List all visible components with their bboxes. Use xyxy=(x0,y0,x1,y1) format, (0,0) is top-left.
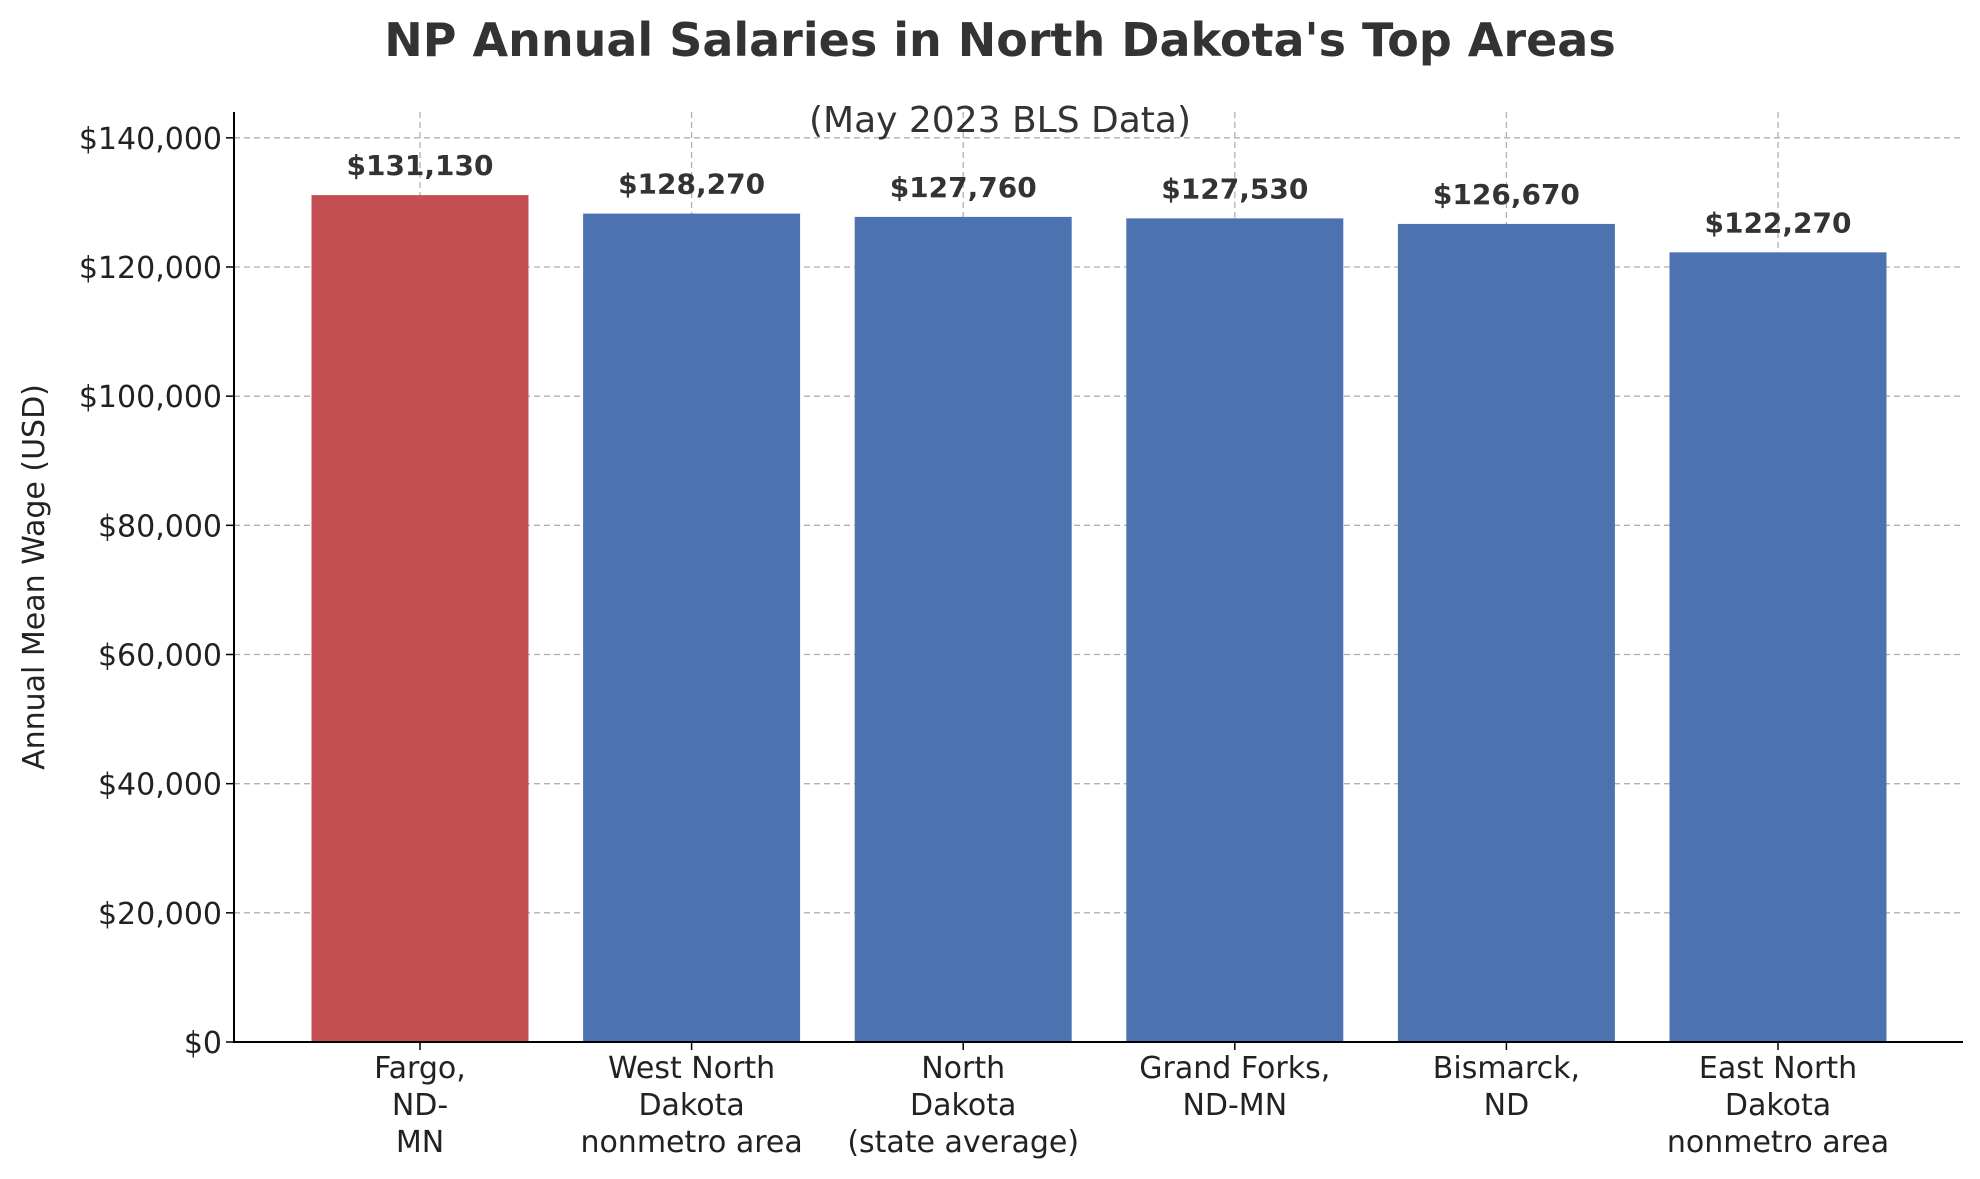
x-tick-label-line: nonmetro area xyxy=(1667,1125,1889,1160)
y-tick-label: $60,000 xyxy=(98,639,222,674)
x-tick-label-line: West North xyxy=(608,1051,775,1086)
y-tick-label: $20,000 xyxy=(98,897,222,932)
x-tick-label-line: Fargo, xyxy=(374,1051,466,1086)
x-tick-label-5: East North Dakota nonmetro area xyxy=(1667,1051,1889,1160)
y-axis-ticks: $0 $20,000 $40,000 $60,000 $80,000 $100,000 $1… xyxy=(79,122,234,1061)
data-label-1: $128,270 xyxy=(618,168,765,201)
x-tick-label-4: Bismarck, ND xyxy=(1433,1051,1580,1123)
x-tick-label-line: Dakota xyxy=(1725,1088,1831,1123)
y-tick-label: $120,000 xyxy=(79,251,222,286)
bar-2 xyxy=(854,216,1072,1043)
x-tick-label-line: (state average) xyxy=(847,1125,1079,1160)
x-tick-label-2: North Dakota (state average) xyxy=(847,1051,1079,1160)
x-tick-label-line: Bismarck, xyxy=(1433,1051,1580,1086)
x-tick-label-1: West North Dakota nonmetro area xyxy=(580,1051,802,1160)
bar-3 xyxy=(1126,218,1344,1042)
data-label-5: $122,270 xyxy=(1704,206,1851,239)
x-tick-label-line: nonmetro area xyxy=(580,1125,802,1160)
bar-0 xyxy=(311,195,529,1042)
bar-1 xyxy=(583,213,801,1042)
x-tick-label-line: ND xyxy=(1484,1088,1530,1123)
x-tick-label-line: Dakota xyxy=(638,1088,744,1123)
data-label-3: $127,530 xyxy=(1161,172,1308,205)
y-tick-label: $40,000 xyxy=(98,768,222,803)
x-tick-label-line: Dakota xyxy=(910,1088,1016,1123)
y-tick-label: $80,000 xyxy=(98,509,222,544)
chart-title: NP Annual Salaries in North Dakota's Top… xyxy=(384,13,1615,67)
y-tick-label: $100,000 xyxy=(79,380,222,415)
data-label-0: $131,130 xyxy=(346,149,493,182)
x-tick-label-0: Fargo, ND-MN xyxy=(374,1051,466,1160)
chart-subtitle: (May 2023 BLS Data) xyxy=(809,100,1191,141)
bar-5 xyxy=(1669,252,1887,1042)
x-tick-label-line: East North xyxy=(1699,1051,1857,1086)
x-tick-label-line: MN xyxy=(396,1125,444,1160)
y-tick-label: $0 xyxy=(184,1026,222,1061)
x-tick-label-line: North xyxy=(921,1051,1005,1086)
x-tick-label-3: Grand Forks, ND-MN xyxy=(1139,1051,1330,1123)
y-tick-label: $140,000 xyxy=(79,122,222,157)
y-axis-label: Annual Mean Wage (USD) xyxy=(17,384,52,770)
bars xyxy=(311,195,1887,1043)
data-labels: $131,130 $128,270 $127,760 $127,530 $126,670… xyxy=(346,149,1851,239)
data-label-2: $127,760 xyxy=(890,171,1037,204)
x-tick-label-line: ND-MN xyxy=(1182,1088,1287,1123)
data-label-4: $126,670 xyxy=(1433,178,1580,211)
bar-4 xyxy=(1397,223,1615,1042)
x-tick-label-line: ND- xyxy=(392,1088,448,1123)
x-tick-label-line: Grand Forks, xyxy=(1139,1051,1330,1086)
